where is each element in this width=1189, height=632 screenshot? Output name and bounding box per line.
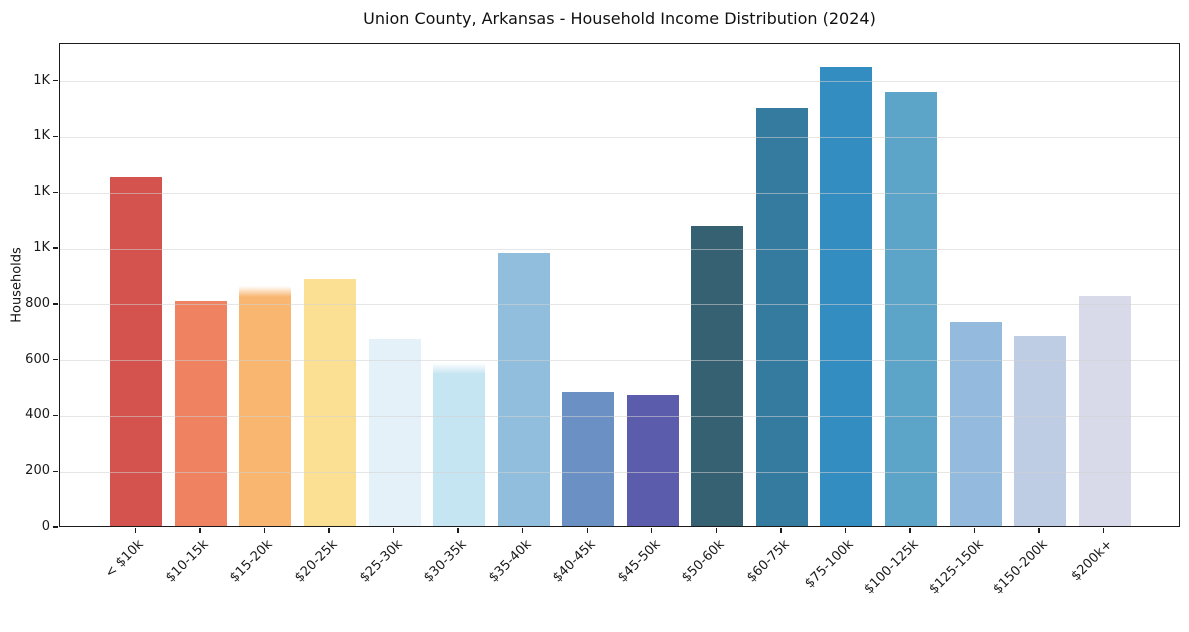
bar-60-75k	[755, 108, 808, 526]
bar-30-35k	[433, 363, 486, 526]
y-tick-mark	[53, 470, 58, 472]
bar-35-40k	[497, 253, 550, 526]
gridline	[60, 81, 1179, 83]
x-tick-mark	[263, 528, 266, 533]
gridline	[60, 471, 1179, 473]
x-tick-mark	[909, 528, 911, 533]
bar-45-50k	[626, 395, 679, 526]
x-tick-mark	[521, 528, 524, 533]
y-tick-mark	[53, 135, 58, 138]
bar-100-125k	[885, 92, 938, 526]
bar-25-30k	[368, 339, 421, 526]
plot-area	[59, 43, 1180, 527]
bar-200k	[1078, 296, 1131, 526]
y-tick-mark	[53, 247, 58, 249]
x-tick-mark	[199, 528, 201, 533]
y-tick-mark	[53, 191, 58, 193]
y-tick-label: 0	[41, 519, 50, 534]
x-tick-mark	[392, 528, 395, 533]
gridline	[60, 248, 1179, 250]
chart-title: Union County, Arkansas - Household Incom…	[363, 9, 876, 28]
gridline	[60, 192, 1179, 194]
bar-50-60k	[691, 226, 744, 526]
gridline	[60, 360, 1179, 362]
figure: Union County, Arkansas - Household Incom…	[9, 9, 1180, 598]
bar-10-15k	[174, 301, 227, 526]
x-tick-mark	[1103, 528, 1105, 533]
y-tick-mark	[53, 526, 58, 528]
gridline	[60, 136, 1179, 138]
x-tick-mark	[715, 528, 718, 533]
x-tick-mark	[328, 528, 330, 533]
y-tick-mark	[53, 79, 58, 82]
x-tick-mark	[1038, 528, 1040, 533]
y-tick-label: 1K	[33, 240, 50, 256]
bar-150-200k	[1014, 336, 1067, 526]
y-tick-label: 600	[25, 351, 50, 367]
y-tick-label: 1K	[33, 128, 50, 144]
bar-15-20k	[239, 286, 292, 526]
x-tick-mark	[586, 528, 588, 533]
y-tick-mark	[53, 358, 58, 361]
x-tick-mark	[134, 528, 136, 533]
bar-10k	[110, 177, 163, 526]
bar-75-100k	[820, 67, 873, 526]
y-tick-label: 200	[25, 463, 50, 479]
y-tick-label: 1K	[33, 184, 50, 200]
y-tick-label: 1K	[33, 72, 50, 88]
y-axis-label: Households	[9, 247, 25, 323]
x-tick-mark	[651, 528, 653, 533]
y-tick-label: 400	[25, 407, 50, 423]
bar-40-45k	[562, 392, 615, 526]
bar-20-25k	[303, 279, 356, 526]
y-tick-label: 800	[25, 295, 50, 311]
gridline	[60, 304, 1179, 306]
x-tick-mark	[973, 528, 976, 533]
y-tick-mark	[53, 303, 58, 305]
x-tick-mark	[780, 528, 782, 533]
x-tick-mark	[844, 528, 847, 533]
bar-125-150k	[949, 322, 1002, 526]
y-tick-mark	[53, 414, 58, 417]
x-tick-mark	[457, 528, 459, 533]
gridline	[60, 415, 1179, 417]
